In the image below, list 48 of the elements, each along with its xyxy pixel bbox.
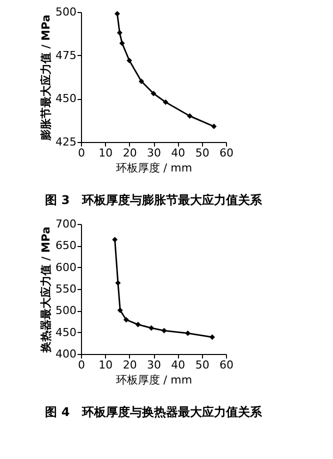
x-tick-label: 30	[147, 146, 161, 160]
x-axis-title: 环板厚度 / mm	[116, 374, 192, 386]
y-tick-label: 450	[56, 326, 76, 339]
x-tick-label: 60	[220, 146, 234, 160]
y-tick-label: 425	[56, 136, 76, 148]
x-tick-label: 0	[78, 146, 85, 160]
y-tick-label: 475	[56, 48, 76, 62]
y-axis-title: 膨胀节最大应力值 / MPa	[40, 14, 53, 142]
x-tick-label: 50	[195, 146, 210, 160]
y-tick-label: 500	[56, 304, 76, 318]
point	[112, 236, 118, 242]
x-tick-label: 20	[122, 358, 137, 372]
x-tick-label: 20	[122, 146, 137, 160]
point	[123, 317, 129, 323]
point	[135, 322, 141, 328]
text: 图 3 环板厚度与膨胀节最大应力值关系	[45, 193, 263, 207]
point	[148, 325, 154, 331]
point	[117, 307, 123, 313]
point	[115, 280, 121, 286]
point	[209, 334, 215, 340]
x-tick-label: 10	[98, 358, 113, 372]
point	[126, 58, 132, 64]
point	[161, 328, 167, 334]
x-tick-label: 60	[220, 358, 234, 372]
point	[162, 99, 168, 105]
y-tick-label: 650	[56, 239, 76, 252]
x-tick-label: 0	[78, 358, 85, 372]
x-tick-label: 40	[171, 358, 186, 372]
y-tick-label: 450	[56, 92, 76, 106]
point	[114, 10, 120, 16]
x-tick-label: 40	[171, 146, 186, 160]
y-tick-label: 500	[56, 6, 76, 18]
point	[119, 40, 125, 46]
y-tick-label: 550	[56, 282, 76, 296]
y-tick-label: 400	[56, 348, 76, 360]
x-tick-label: 10	[98, 146, 113, 160]
y-tick-label: 600	[56, 260, 76, 274]
point	[138, 78, 144, 84]
x-axis-title: 环板厚度 / mm	[116, 162, 192, 174]
x-tick-label: 50	[195, 358, 210, 372]
point	[185, 330, 191, 336]
point	[116, 30, 122, 36]
point	[150, 90, 156, 96]
y-axis-title: 换热器最大应力值 / MPa	[40, 226, 53, 354]
text: 图 4 环板厚度与换热器最大应力值关系	[45, 405, 263, 419]
y-tick-label: 700	[56, 218, 76, 230]
point	[211, 124, 217, 130]
x-tick-label: 30	[147, 358, 161, 372]
